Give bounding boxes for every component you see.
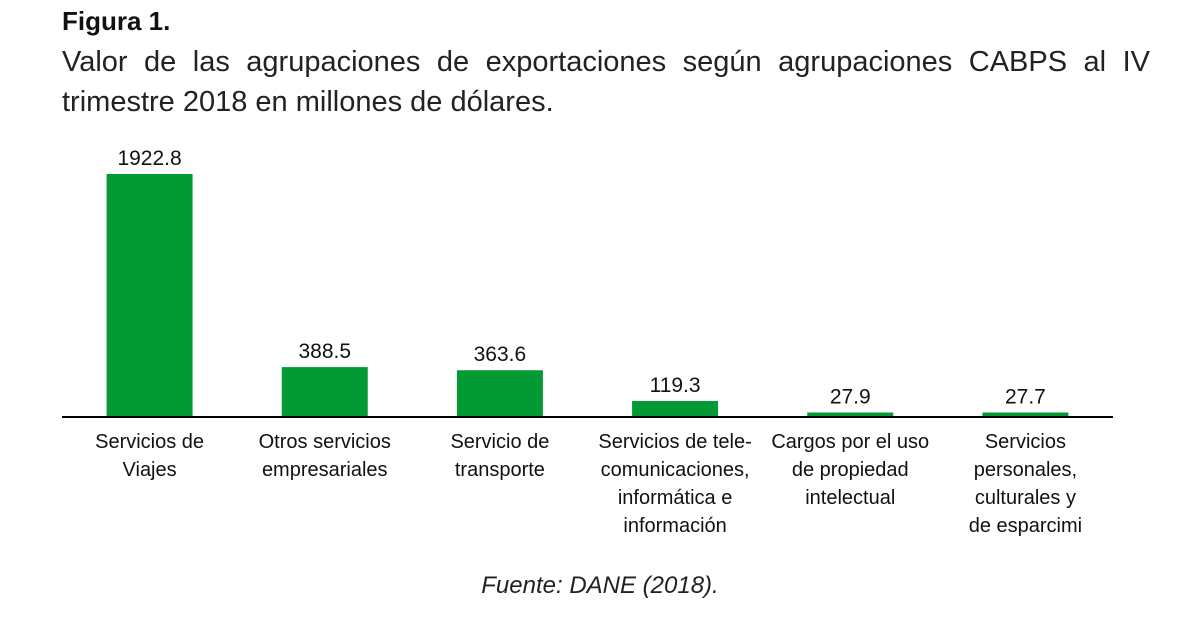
category-label: Servicios de Viajes bbox=[95, 431, 204, 481]
category-label: Servicio de transporte bbox=[450, 431, 549, 481]
data-label: 1922.8 bbox=[117, 147, 181, 170]
category-label: Servicios personales, culturales y de espar… bbox=[969, 431, 1082, 537]
bar bbox=[106, 174, 193, 416]
data-label: 119.3 bbox=[650, 374, 701, 397]
bar bbox=[281, 367, 368, 416]
bar bbox=[632, 400, 719, 416]
category-label: Otros servicios empresariales bbox=[259, 431, 391, 481]
bar bbox=[807, 412, 894, 416]
figure-title: Valor de las agrupaciones de exportacion… bbox=[62, 46, 1150, 118]
figure-source: Fuente: DANE (2018). bbox=[481, 572, 719, 599]
category-label: Cargos por el uso de propiedad intelectual bbox=[771, 431, 929, 509]
category-label: Servicios de tele-comunicaciones, informá… bbox=[598, 431, 751, 537]
data-label: 27.7 bbox=[1005, 386, 1046, 409]
bar-chart: 1922.8 Servicios de Viajes 388.5 Otros servi… bbox=[62, 147, 1113, 537]
bar bbox=[982, 412, 1069, 416]
data-label: 363.6 bbox=[474, 343, 527, 366]
data-label: 27.9 bbox=[830, 385, 871, 408]
bar bbox=[456, 370, 543, 416]
data-label: 388.5 bbox=[298, 340, 351, 363]
figure-label: Figura 1. bbox=[62, 6, 171, 36]
